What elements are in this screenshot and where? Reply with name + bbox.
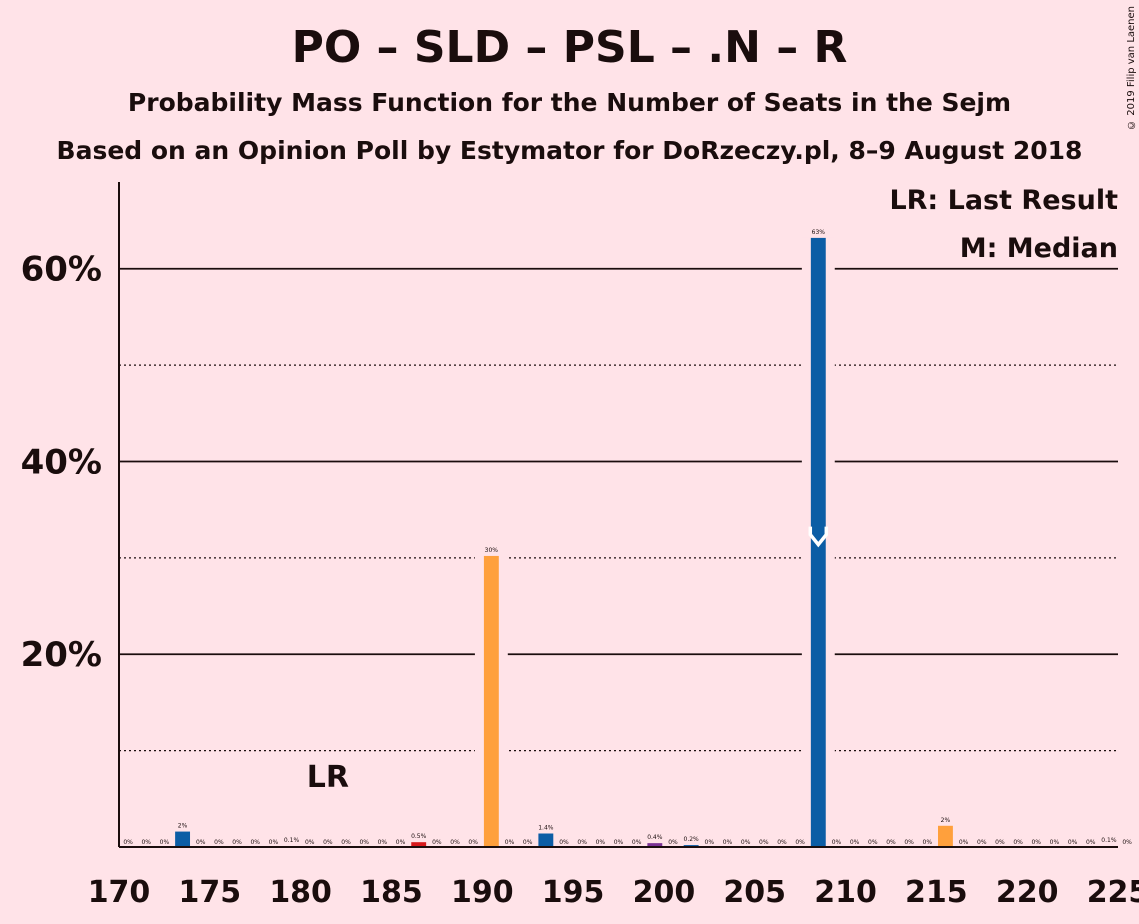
data-label: 0% [886, 839, 896, 846]
x-tick-label: 210 [814, 875, 877, 910]
data-label: 0% [759, 839, 769, 846]
data-label: 0% [123, 839, 133, 846]
bar [647, 843, 663, 847]
data-label: 0% [904, 839, 914, 846]
data-label: 0% [505, 839, 515, 846]
x-tick-label: 180 [269, 875, 332, 910]
x-tick-label: 190 [451, 875, 514, 910]
data-label: 0% [323, 839, 333, 846]
x-tick-label: 225 [1087, 875, 1139, 910]
x-tick-label: 215 [905, 875, 968, 910]
median-m-glyph [808, 526, 829, 548]
data-label: 0% [777, 839, 787, 846]
data-label: 0% [359, 839, 369, 846]
chart-title: PO – SLD – PSL – .N – R [291, 22, 848, 73]
data-label: 0% [269, 839, 279, 846]
y-tick-label: 40% [21, 442, 102, 482]
median-marker [808, 526, 829, 548]
data-label: 0% [341, 839, 351, 846]
data-label: 0% [305, 839, 315, 846]
data-label: 0% [1013, 839, 1023, 846]
data-label: 0% [614, 839, 624, 846]
bar [483, 555, 499, 847]
bar [411, 842, 427, 847]
data-label: 0.1% [284, 837, 300, 844]
data-label: 0% [141, 839, 151, 846]
gridlines [119, 267, 1118, 752]
x-tick-label: 200 [633, 875, 696, 910]
data-label: 0% [559, 839, 569, 846]
data-label: 0% [432, 839, 442, 846]
data-label: 0% [214, 839, 224, 846]
bars [175, 237, 1117, 848]
data-label: 0% [577, 839, 587, 846]
data-labels: 0% 0% 0% 2% 0% 0% 0% 0% 0% 0.1% 0% 0% 0% 0% 0% 0% 0.5% 0%… [123, 229, 1132, 846]
data-label: 0% [868, 839, 878, 846]
data-label: 0.5% [411, 833, 427, 840]
data-label: 0% [378, 839, 388, 846]
data-label: 63% [812, 229, 826, 236]
data-label: 0% [250, 839, 260, 846]
chart-source-line: Based on an Opinion Poll by Estymator fo… [56, 136, 1083, 165]
last-result-marker: LR [307, 760, 349, 795]
legend-median: M: Median [960, 233, 1118, 264]
x-axis-ticks: 170 175 180 185 190 195 200 205 210 215 220 225 [88, 875, 1139, 910]
legend-last-result: LR: Last Result [889, 185, 1118, 216]
data-label: 0% [196, 839, 206, 846]
y-tick-label: 60% [21, 250, 102, 290]
data-label: 0% [1031, 839, 1041, 846]
data-label: 0% [741, 839, 751, 846]
data-label: 0% [995, 839, 1005, 846]
data-label: 0% [795, 839, 805, 846]
data-label: 0% [632, 839, 642, 846]
data-label: 0% [1086, 839, 1096, 846]
y-axis-ticks: 20% 40% 60% [21, 250, 102, 676]
chart-subtitle: Probability Mass Function for the Number… [127, 88, 1012, 117]
data-label: 0.2% [684, 836, 700, 843]
data-label: 0% [923, 839, 933, 846]
x-tick-label: 220 [996, 875, 1059, 910]
data-label: 0% [160, 839, 170, 846]
data-label: 0% [705, 839, 715, 846]
data-label: 0% [832, 839, 842, 846]
data-label: 30% [485, 547, 499, 554]
data-label: 0% [1068, 839, 1078, 846]
y-tick-label: 20% [21, 635, 102, 675]
data-label: 0% [723, 839, 733, 846]
x-tick-label: 185 [360, 875, 423, 910]
data-label: 0% [1050, 839, 1060, 846]
bar [175, 831, 191, 847]
bar [538, 833, 554, 847]
x-tick-label: 175 [179, 875, 242, 910]
data-label: 0% [523, 839, 533, 846]
data-label: 0% [977, 839, 987, 846]
data-label: 0% [1122, 839, 1132, 846]
data-label: 0% [396, 839, 406, 846]
x-tick-label: 195 [542, 875, 605, 910]
data-label: 1.4% [538, 825, 554, 832]
data-label: 0% [596, 839, 606, 846]
x-tick-label: 205 [723, 875, 786, 910]
data-label: 2% [941, 817, 951, 824]
data-label: 0% [468, 839, 478, 846]
bar [937, 825, 953, 847]
data-label: 0% [668, 839, 678, 846]
data-label: 0.1% [1101, 837, 1117, 844]
data-label: 0.4% [647, 834, 663, 841]
data-label: 0% [232, 839, 242, 846]
x-tick-label: 170 [88, 875, 151, 910]
data-label: 0% [850, 839, 860, 846]
data-label: 0% [450, 839, 460, 846]
data-label: 0% [959, 839, 969, 846]
data-label: 2% [178, 823, 188, 830]
